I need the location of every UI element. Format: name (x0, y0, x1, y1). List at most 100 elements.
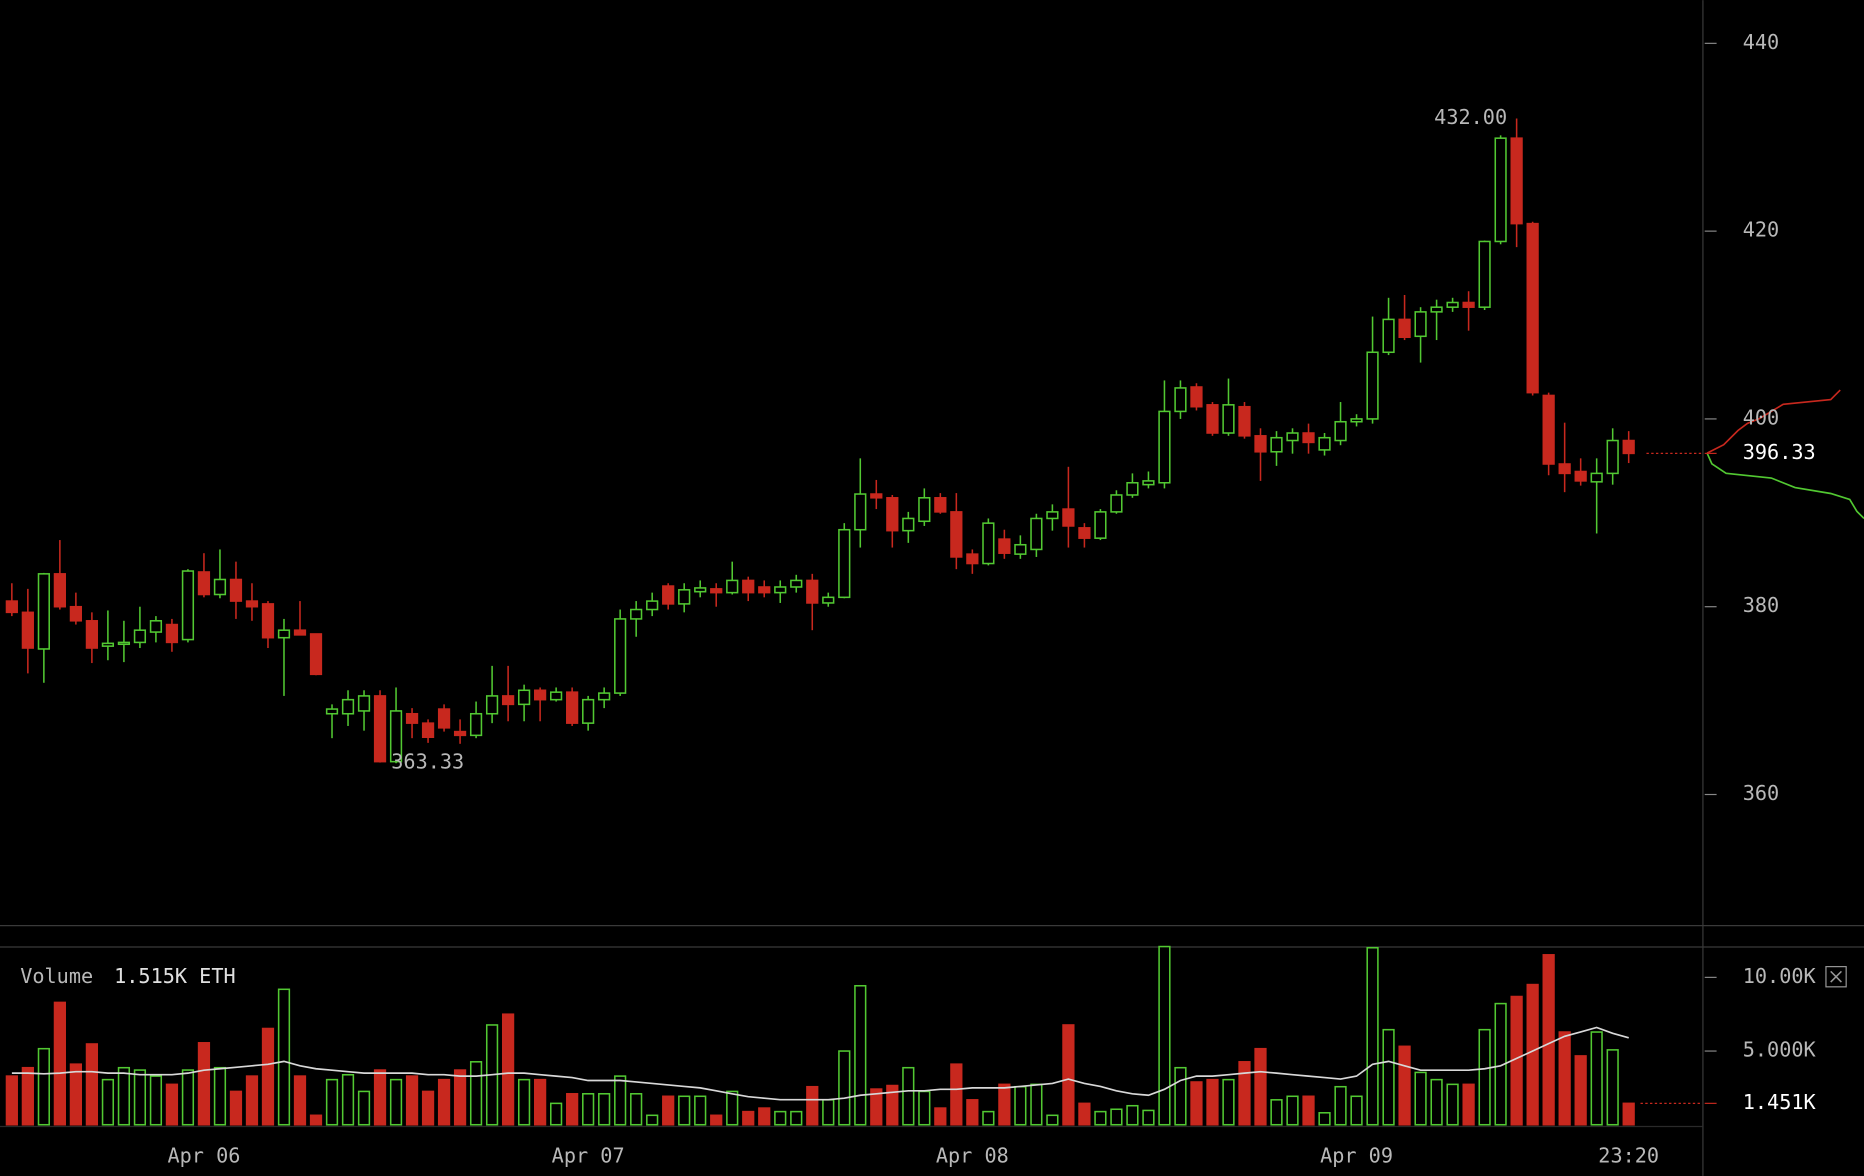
volume-bar (1558, 1031, 1571, 1126)
candle-body (181, 570, 195, 641)
candle-body (213, 578, 227, 596)
candle-body (1206, 404, 1219, 434)
last-volume-label: 1.451K (1743, 1090, 1817, 1114)
candle-body (1494, 137, 1507, 243)
volume-bar (245, 1075, 259, 1126)
volume-bar (1302, 1095, 1315, 1126)
candle-body (1222, 404, 1235, 434)
candle-body (1510, 137, 1523, 225)
volume-bar (21, 1066, 34, 1126)
volume-bar (662, 1095, 675, 1126)
close-box[interactable] (1825, 966, 1847, 988)
candle-body (133, 629, 147, 644)
candle-body (277, 629, 291, 639)
volume-bar (69, 1063, 83, 1126)
candle-body (1574, 470, 1587, 482)
volume-bar (37, 1047, 50, 1126)
volume-bar (758, 1107, 771, 1126)
candle-body (149, 620, 163, 633)
volume-bar (261, 1027, 275, 1126)
volume-bar (437, 1078, 451, 1126)
volume-bar (517, 1078, 531, 1126)
volume-bar (838, 1050, 851, 1126)
candle-body (998, 538, 1011, 554)
x-tick-label: Apr 07 (552, 1143, 625, 1167)
volume-bar (1062, 1024, 1075, 1126)
volume-bar (1350, 1095, 1363, 1126)
candle-body (453, 730, 467, 737)
last-price-label: 396.33 (1743, 440, 1816, 464)
candle-body (1350, 418, 1363, 423)
candle-body (1110, 494, 1123, 513)
candle-body (614, 618, 627, 694)
close-icon[interactable] (1830, 970, 1842, 983)
volume-moving-average (11, 1026, 1629, 1101)
candle-body (1414, 311, 1427, 338)
candle-body (1334, 420, 1347, 442)
x-tick-label: Apr 08 (936, 1143, 1009, 1167)
volume-bar (950, 1063, 963, 1126)
candle-body (1158, 410, 1171, 484)
candle-body (582, 698, 595, 724)
volume-bar (1158, 945, 1171, 1126)
volume-bar (1542, 954, 1555, 1126)
price-annotation: 432.00 (1434, 105, 1507, 129)
volume-bar (181, 1069, 195, 1126)
candle-body (886, 497, 899, 532)
y-tick-label: 5.000K (1743, 1038, 1817, 1062)
volume-bar (822, 1099, 835, 1126)
volume-bar (726, 1090, 739, 1126)
candle-body (1174, 387, 1187, 413)
volume-bar (533, 1078, 547, 1126)
volume-bar (85, 1043, 99, 1126)
candle-body (421, 722, 435, 739)
candle-body (1462, 301, 1475, 308)
volume-bar (309, 1114, 323, 1126)
volume-bar (1270, 1099, 1283, 1126)
candle-body (1590, 472, 1603, 483)
candle-body (1142, 480, 1155, 486)
candle-body (1238, 405, 1251, 437)
candle-body (1078, 527, 1091, 539)
volume-bar (1030, 1083, 1043, 1126)
volume-bar (1126, 1104, 1139, 1126)
candle-body (1062, 508, 1075, 527)
candle-body (854, 493, 867, 531)
candle-body (710, 588, 723, 594)
candle-body (405, 712, 419, 724)
candle-body (950, 511, 963, 558)
candle-body (1446, 301, 1459, 308)
candle-body (5, 600, 18, 614)
volume-bar (293, 1075, 307, 1126)
candle-body (678, 589, 691, 605)
x-tick-label: 23:20 (1598, 1143, 1659, 1167)
volume-bar (469, 1061, 483, 1126)
candle-body (1254, 435, 1267, 453)
volume-bar (229, 1090, 243, 1126)
candle-body (101, 642, 115, 647)
candle-body (517, 689, 531, 706)
volume-bar (373, 1069, 387, 1126)
volume-bar (117, 1066, 131, 1126)
candle-body (1014, 543, 1027, 555)
candle-body (1366, 351, 1379, 420)
candle-body (1126, 481, 1139, 496)
volume-bar (854, 984, 867, 1126)
volume-bar (598, 1093, 611, 1126)
volume-bar (582, 1093, 595, 1126)
volume-bar (1286, 1095, 1299, 1126)
volume-bar (982, 1110, 995, 1126)
candle-body (117, 641, 131, 646)
volume-bar (1174, 1066, 1187, 1126)
candle-body (437, 708, 451, 729)
volume-bar (1430, 1078, 1443, 1126)
candle-body (806, 579, 819, 604)
volume-bar (149, 1075, 163, 1126)
volume-bar (790, 1110, 803, 1126)
volume-bar (1222, 1078, 1235, 1126)
candle-body (373, 695, 387, 763)
close-button[interactable] (1825, 966, 1847, 988)
candle-body (485, 695, 499, 715)
candle-body (165, 623, 179, 644)
volume-bar (1334, 1085, 1347, 1126)
